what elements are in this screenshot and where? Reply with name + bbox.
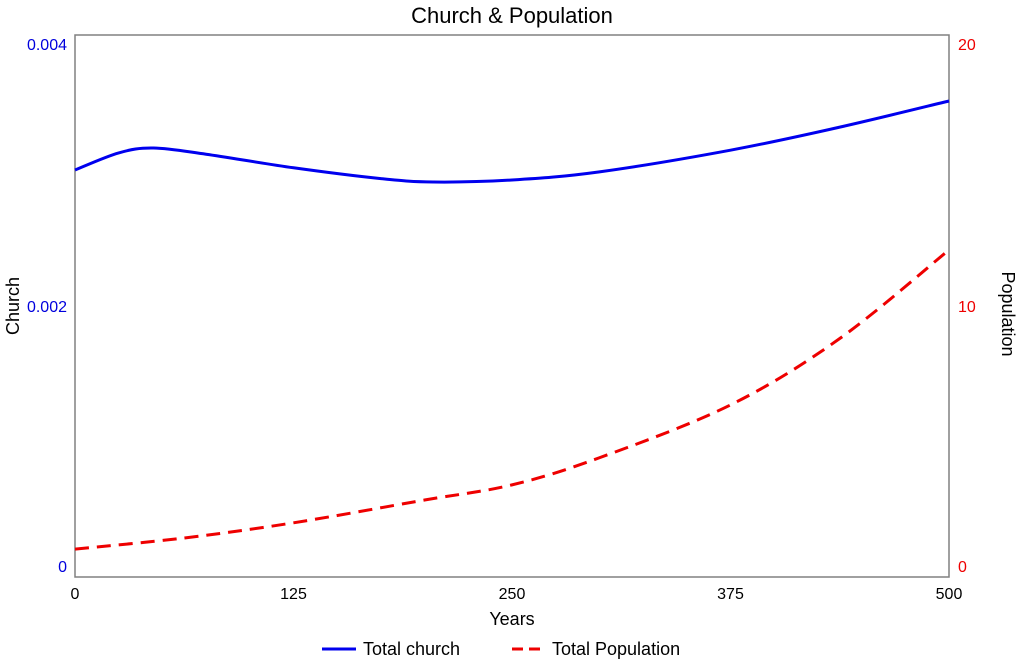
y-right-axis-label: Population [998, 271, 1018, 356]
x-tick-label: 375 [717, 586, 744, 603]
legend-label-total-population: Total Population [552, 639, 680, 659]
y-right-tick-label: 0 [958, 559, 967, 576]
y-left-tick-label: 0 [58, 559, 67, 576]
series-line-total-population [74, 248, 950, 551]
x-tick-label: 0 [71, 586, 80, 603]
x-axis-label: Years [489, 609, 534, 629]
x-tick-label: 250 [499, 586, 526, 603]
y-left-tick-label: 0.002 [27, 299, 67, 316]
x-tick-label: 500 [936, 586, 963, 603]
legend-label-total-church: Total church [363, 639, 460, 659]
plot-frame [74, 34, 950, 578]
x-tick-label: 125 [280, 586, 307, 603]
y-left-tick-label: 0.004 [27, 37, 67, 54]
series-line-total-church [74, 99, 950, 184]
legend: Total church Total Population [322, 639, 680, 659]
y-left-axis-label: Church [3, 277, 23, 335]
y-right-tick-label: 20 [958, 37, 976, 54]
chart-title: Church & Population [411, 3, 613, 28]
y-right-tick-label: 10 [958, 299, 976, 316]
